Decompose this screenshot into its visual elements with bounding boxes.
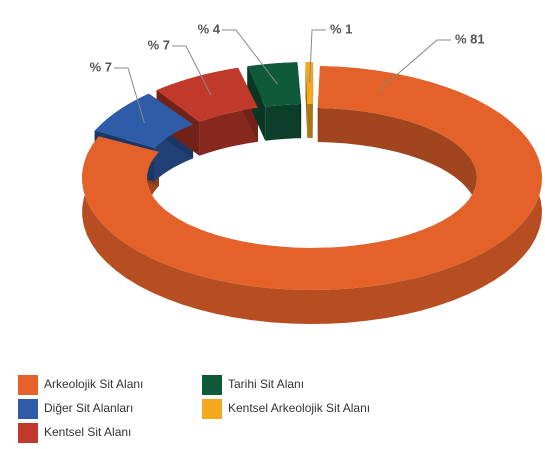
data-label: % 81 (455, 31, 485, 46)
legend-label: Kentsel Arkeolojik Sit Alanı (228, 401, 370, 415)
slice-inner-wall (307, 104, 312, 138)
legend-label: Tarihi Sit Alanı (228, 377, 304, 391)
data-label: % 1 (330, 21, 352, 36)
data-label: % 4 (198, 21, 221, 36)
data-label: % 7 (148, 37, 170, 52)
donut (82, 62, 542, 324)
data-label: % 7 (90, 59, 112, 74)
slice-inner-wall (265, 104, 301, 141)
legend-swatch (202, 399, 222, 419)
legend-label: Arkeolojik Sit Alanı (44, 377, 143, 391)
legend-swatch (18, 423, 38, 443)
legend: Arkeolojik Sit Alanı Diğer Sit Alanları Ke… (18, 375, 370, 443)
legend-label: Kentsel Sit Alanı (44, 425, 131, 439)
legend-swatch (18, 375, 38, 395)
legend-swatch (18, 399, 38, 419)
legend-label: Diğer Sit Alanları (44, 401, 133, 415)
legend-swatch (202, 375, 222, 395)
